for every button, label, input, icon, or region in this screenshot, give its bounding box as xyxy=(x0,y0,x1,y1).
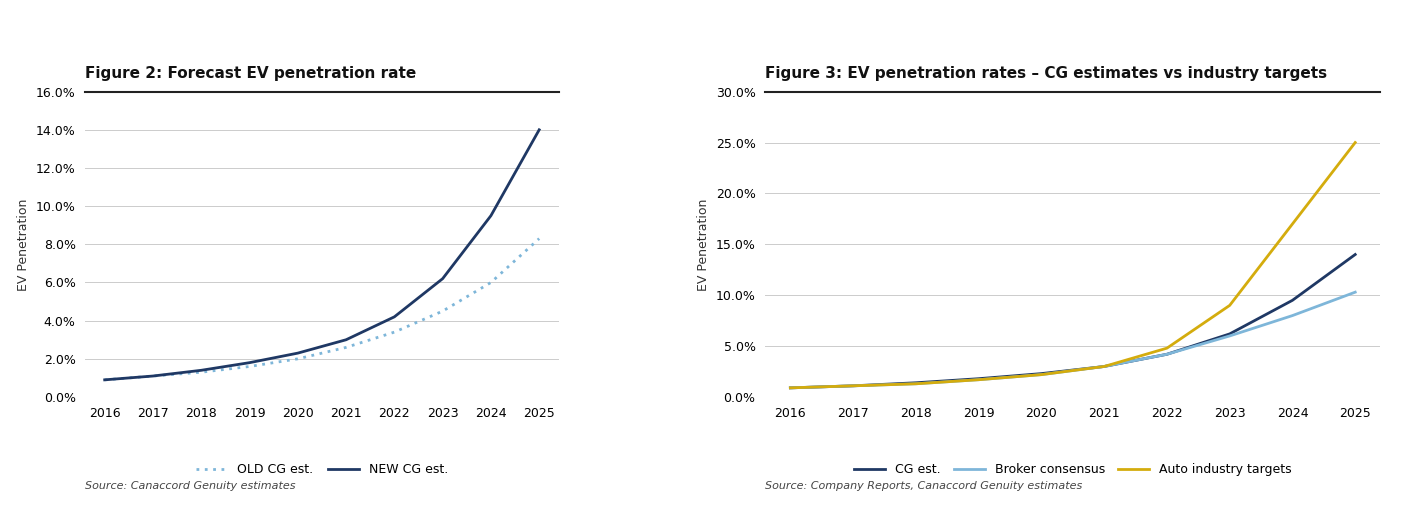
NEW CG est. xyxy=(337,337,354,343)
CG est. xyxy=(908,380,925,386)
OLD CG est. xyxy=(482,279,499,286)
NEW CG est. xyxy=(434,276,451,282)
Auto industry targets xyxy=(781,385,798,391)
Broker consensus xyxy=(1158,351,1175,357)
NEW CG est. xyxy=(97,377,114,383)
Auto industry targets xyxy=(908,381,925,387)
Line: CG est.: CG est. xyxy=(790,254,1355,388)
CG est. xyxy=(970,376,988,382)
NEW CG est. xyxy=(192,367,209,374)
Line: Auto industry targets: Auto industry targets xyxy=(790,143,1355,388)
Legend: CG est., Broker consensus, Auto industry targets: CG est., Broker consensus, Auto industry… xyxy=(850,458,1296,481)
NEW CG est. xyxy=(386,314,403,320)
OLD CG est. xyxy=(97,377,114,383)
NEW CG est. xyxy=(482,213,499,219)
Text: Source: Canaccord Genuity estimates: Source: Canaccord Genuity estimates xyxy=(85,480,296,491)
Broker consensus xyxy=(1221,333,1238,339)
Broker consensus xyxy=(1033,372,1050,378)
OLD CG est. xyxy=(289,356,306,362)
NEW CG est. xyxy=(289,350,306,356)
Auto industry targets xyxy=(1158,345,1175,351)
OLD CG est. xyxy=(337,345,354,351)
CG est. xyxy=(1221,331,1238,337)
Text: Figure 3: EV penetration rates – CG estimates vs industry targets: Figure 3: EV penetration rates – CG esti… xyxy=(766,66,1328,81)
CG est. xyxy=(1158,351,1175,357)
OLD CG est. xyxy=(434,308,451,314)
CG est. xyxy=(781,385,798,391)
Auto industry targets xyxy=(1033,372,1050,378)
Line: Broker consensus: Broker consensus xyxy=(790,292,1355,388)
Broker consensus xyxy=(1284,313,1301,319)
Broker consensus xyxy=(845,383,862,389)
CG est. xyxy=(1096,363,1113,370)
Auto industry targets xyxy=(1221,302,1238,308)
Broker consensus xyxy=(781,385,798,391)
Broker consensus xyxy=(1346,289,1363,295)
Auto industry targets xyxy=(845,383,862,389)
Line: OLD CG est.: OLD CG est. xyxy=(105,239,539,380)
Broker consensus xyxy=(1096,363,1113,370)
Line: NEW CG est.: NEW CG est. xyxy=(105,130,539,380)
OLD CG est. xyxy=(192,369,209,375)
CG est. xyxy=(845,383,862,389)
Legend: OLD CG est., NEW CG est.: OLD CG est., NEW CG est. xyxy=(191,458,454,481)
Auto industry targets xyxy=(970,377,988,383)
OLD CG est. xyxy=(144,373,161,379)
CG est. xyxy=(1284,297,1301,303)
Text: Figure 2: Forecast EV penetration rate: Figure 2: Forecast EV penetration rate xyxy=(85,66,417,81)
Broker consensus xyxy=(908,381,925,387)
OLD CG est. xyxy=(240,363,258,370)
CG est. xyxy=(1346,251,1363,258)
Y-axis label: EV Penetration: EV Penetration xyxy=(697,198,710,291)
Auto industry targets xyxy=(1096,363,1113,370)
Y-axis label: EV Penetration: EV Penetration xyxy=(17,198,30,291)
CG est. xyxy=(1033,371,1050,377)
OLD CG est. xyxy=(531,236,548,242)
Auto industry targets xyxy=(1346,139,1363,146)
Auto industry targets xyxy=(1284,221,1301,227)
NEW CG est. xyxy=(240,360,258,366)
Text: Source: Company Reports, Canaccord Genuity estimates: Source: Company Reports, Canaccord Genui… xyxy=(766,480,1083,491)
Broker consensus xyxy=(970,377,988,383)
NEW CG est. xyxy=(531,127,548,133)
OLD CG est. xyxy=(386,329,403,335)
NEW CG est. xyxy=(144,373,161,379)
